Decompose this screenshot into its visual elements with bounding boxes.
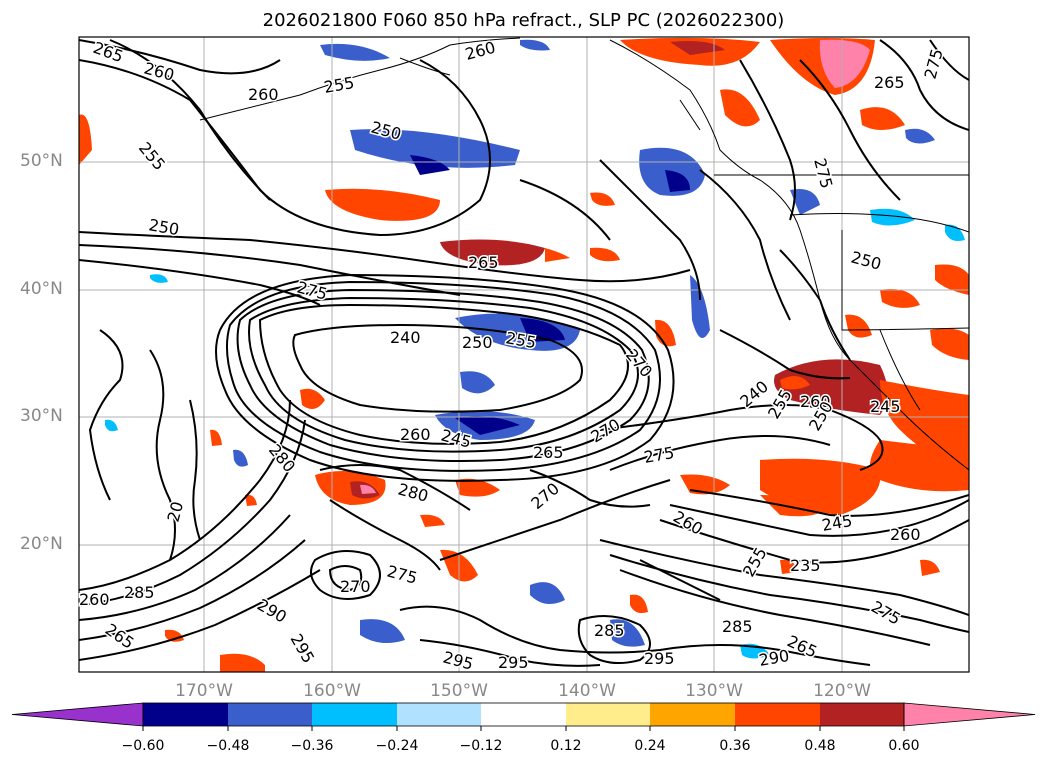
colorbar-segment	[312, 703, 397, 726]
contour-label: 260	[248, 85, 279, 104]
colorbar-extend-low	[11, 702, 144, 727]
lat-label-30n: 30°N	[20, 406, 63, 426]
lon-label-130w: 130°W	[685, 681, 743, 701]
colorbar	[11, 702, 1036, 731]
contour-label: 285	[722, 617, 753, 636]
contour-label: 285	[594, 621, 625, 640]
contour-label: 245	[870, 397, 901, 416]
colorbar-tick-label: 0.24	[634, 738, 666, 754]
colorbar-tick-label: 0.48	[804, 738, 836, 754]
contour-label: 290	[757, 646, 790, 670]
lon-label-120w: 120°W	[813, 681, 871, 701]
contour-label: 270	[340, 577, 371, 596]
lon-label-170w: 170°W	[175, 681, 233, 701]
colorbar-segment	[566, 703, 650, 726]
contour-label: 285	[124, 583, 155, 602]
colorbar-tick-label: −0.12	[459, 738, 503, 754]
colorbar-extend-high	[903, 702, 1036, 727]
contour-label: 235	[790, 556, 821, 575]
colorbar-tick-label: −0.48	[206, 738, 250, 754]
colorbar-segment	[735, 703, 820, 726]
slp-contours	[79, 39, 969, 667]
colorbar-tick-label: −0.36	[290, 738, 334, 754]
colorbar-segment	[143, 703, 228, 726]
lon-label-150w: 150°W	[430, 681, 488, 701]
colorbar-tick-label: 0.12	[550, 738, 582, 754]
map-gridlines	[79, 37, 969, 672]
colorbar-tick-label: −0.60	[121, 738, 165, 754]
contour-label: 260	[79, 590, 110, 609]
coastlines	[199, 37, 969, 471]
refractivity-shading	[105, 39, 965, 659]
contour-label: 260	[400, 425, 431, 444]
contour-label: 265	[468, 253, 499, 272]
colorbar-tick-label: 0.36	[719, 738, 751, 754]
contour-label: 260	[890, 525, 921, 544]
colorbar-segment	[397, 703, 481, 726]
contour-label: 260	[800, 392, 831, 411]
lon-label-140w: 140°W	[558, 681, 616, 701]
colorbar-segment	[820, 703, 904, 726]
colorbar-frame	[142, 702, 905, 727]
map-plot-area	[79, 37, 969, 672]
contour-label: 240	[390, 328, 421, 347]
contour-label: 295	[498, 653, 529, 672]
map-title: 2026021800 F060 850 hPa refract., SLP PC…	[262, 10, 785, 31]
lat-label-40n: 40°N	[20, 279, 63, 299]
contour-label: 265	[874, 73, 905, 92]
colorbar-segment	[481, 703, 566, 726]
colorbar-segment	[650, 703, 735, 726]
lon-label-160w: 160°W	[303, 681, 361, 701]
colorbar-tick-label: 0.60	[888, 738, 920, 754]
contour-label: 295	[644, 649, 675, 668]
contour-label: 250	[462, 333, 493, 352]
colorbar-tick-label: −0.24	[375, 738, 419, 754]
colorbar-segment	[228, 703, 312, 726]
contour-label: 265	[533, 443, 564, 462]
map-frame	[78, 36, 970, 673]
lat-label-50n: 50°N	[20, 151, 63, 171]
lat-label-20n: 20°N	[20, 534, 63, 554]
